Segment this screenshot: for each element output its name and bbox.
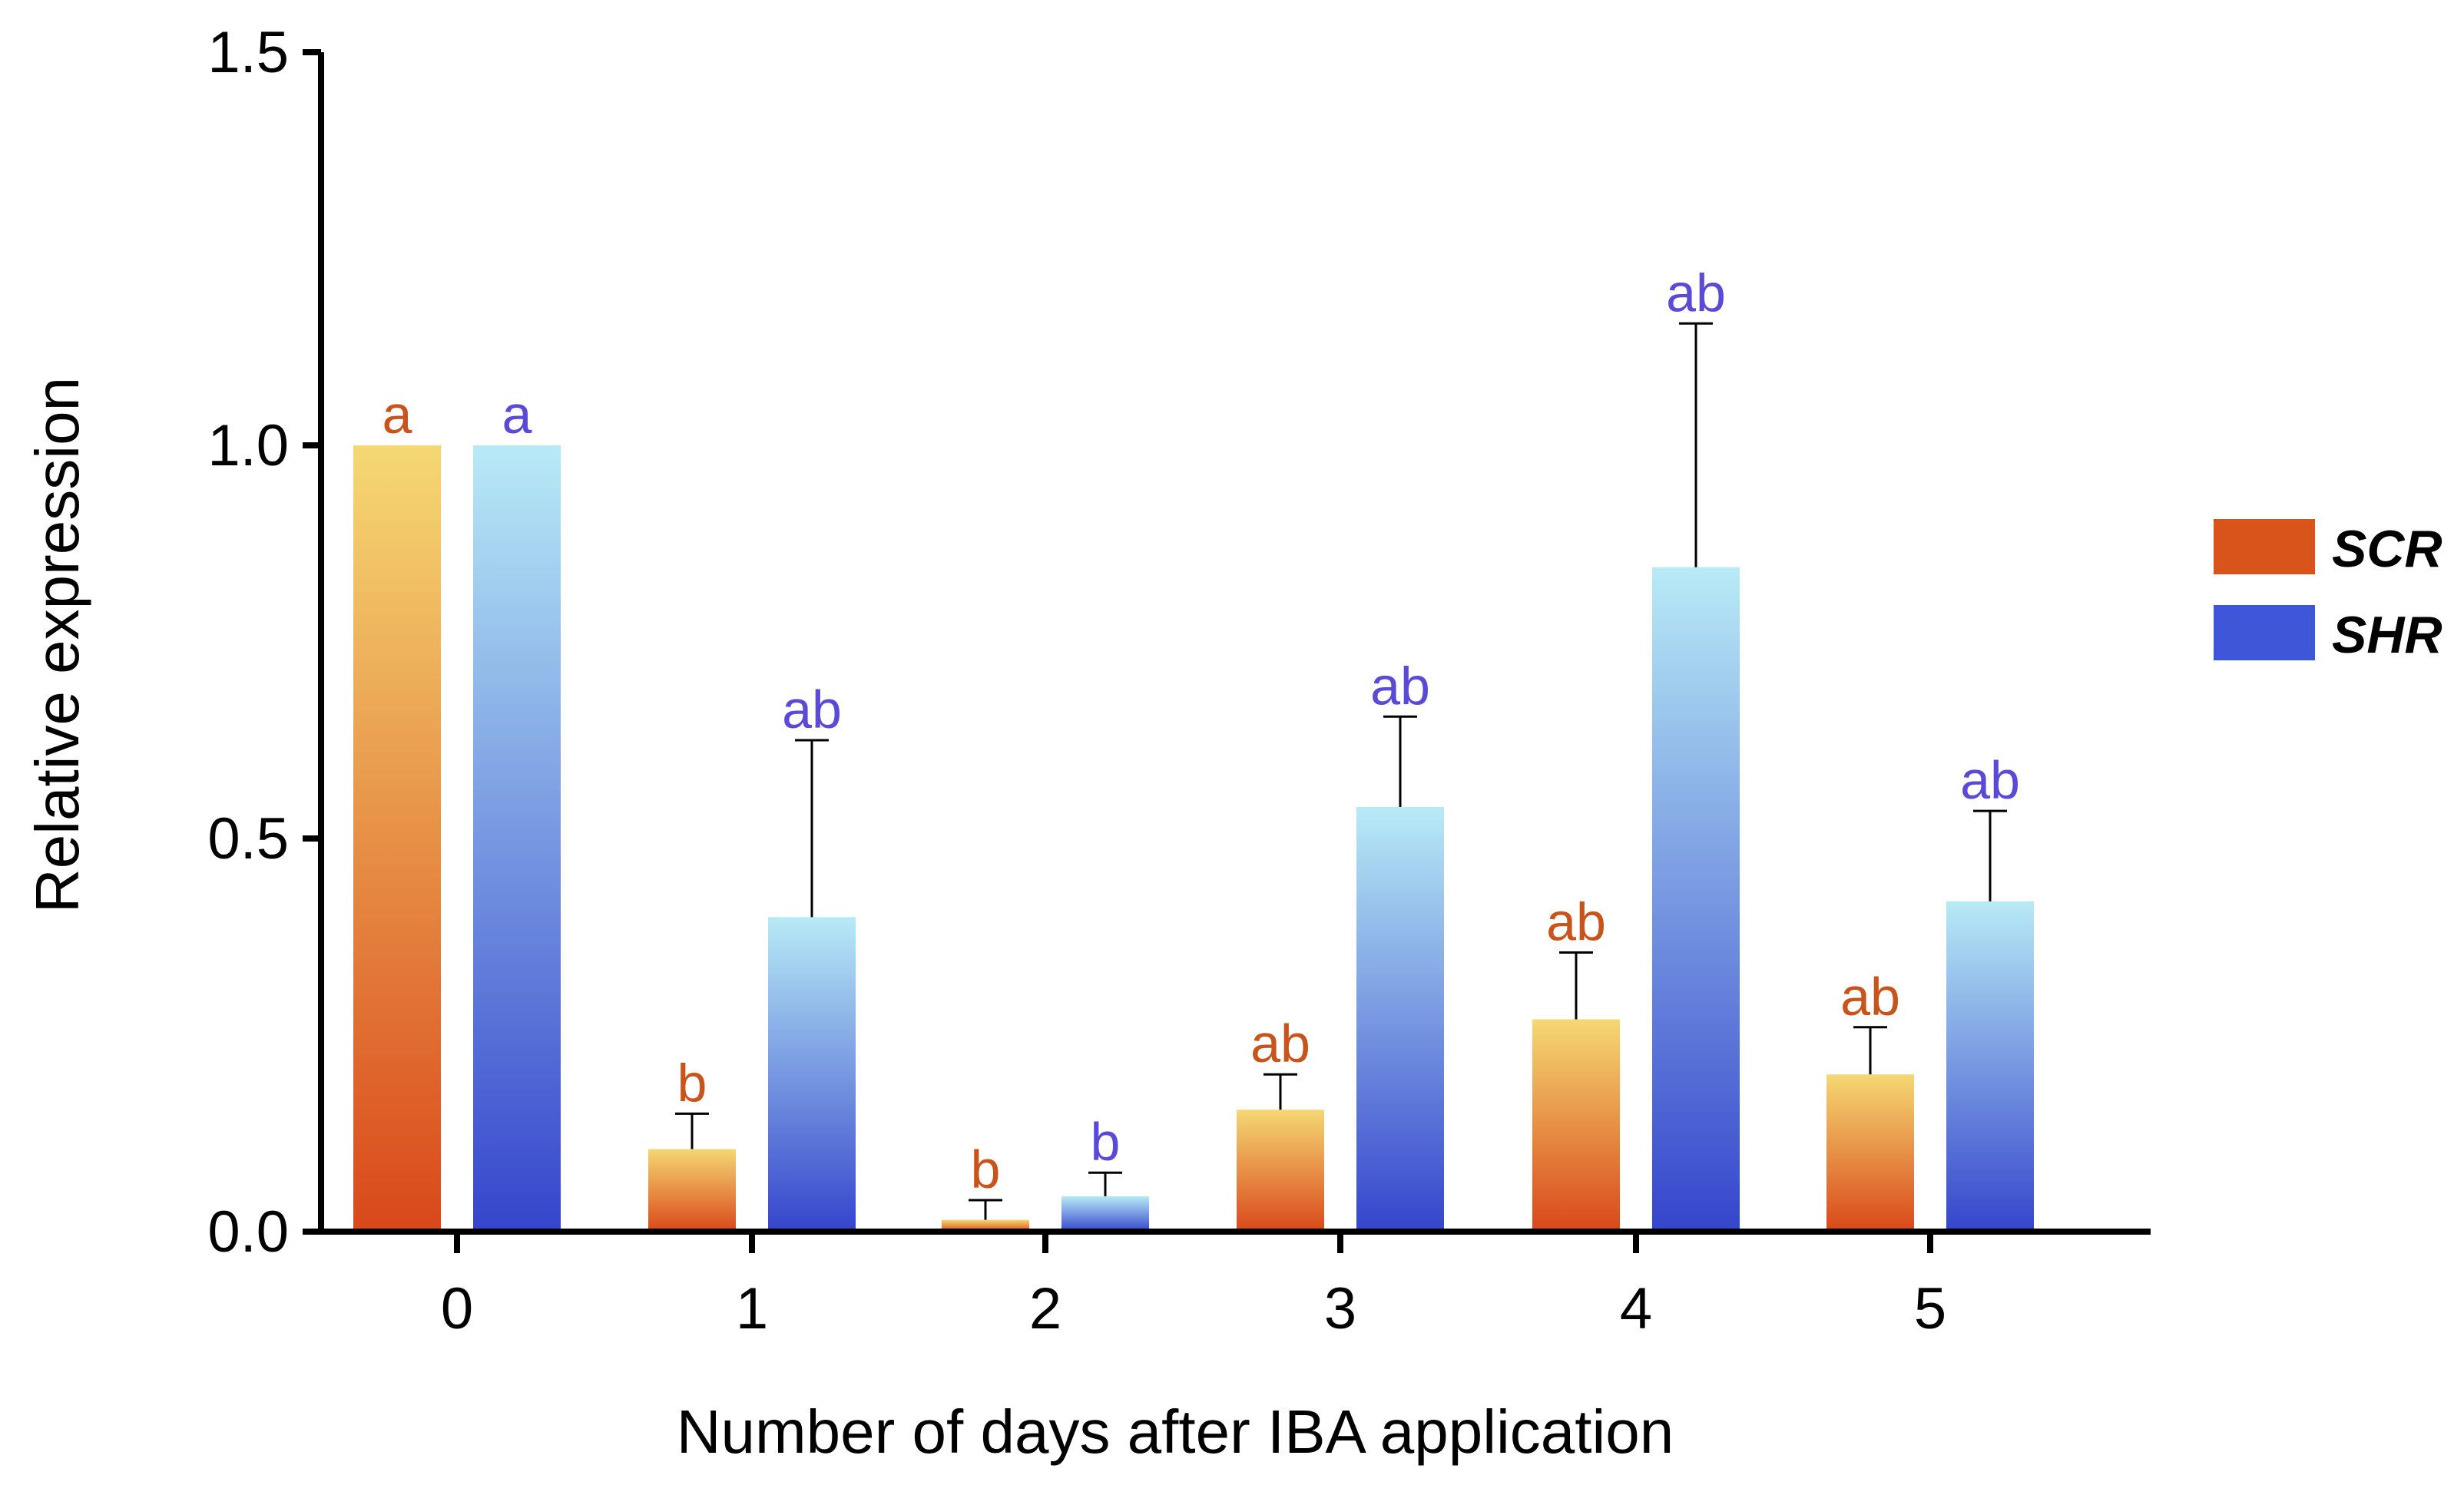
error-bars-layer: [675, 322, 2007, 1220]
x-ticks-layer: 0 1 2 3 4 5: [441, 1232, 1946, 1341]
x-tick-label: 4: [1620, 1276, 1652, 1341]
bar-shr-day-0: [473, 445, 561, 1232]
x-axis-title: Number of days after IBA application: [677, 1397, 1674, 1466]
significance-label-shr-day-2: b: [1091, 1112, 1121, 1172]
x-tick-label: 2: [1029, 1276, 1061, 1341]
bars-layer: [353, 445, 2034, 1232]
x-tick-label: 3: [1324, 1276, 1356, 1341]
bar-scr-day-4: [1532, 1019, 1620, 1232]
y-tick-label: 0.5: [207, 806, 289, 872]
significance-label-shr-day-1: ab: [782, 680, 842, 739]
x-tick-label: 5: [1914, 1276, 1946, 1341]
legend-swatch-shr: [2214, 605, 2315, 660]
legend-label-shr: SHR: [2332, 606, 2442, 664]
bar-shr-day-5: [1946, 901, 2034, 1232]
significance-label-scr-day-1: b: [677, 1053, 707, 1113]
y-axis-title: Relative expression: [23, 377, 91, 913]
bar-shr-day-1: [768, 917, 856, 1232]
bar-scr-day-5: [1826, 1074, 1914, 1232]
x-tick-label: 0: [441, 1276, 473, 1341]
significance-label-shr-day-5: ab: [1960, 750, 2020, 810]
y-tick-label: 1.5: [207, 20, 289, 85]
significance-label-shr-day-4: ab: [1666, 263, 1726, 322]
y-tick-label: 1.0: [207, 413, 289, 478]
bar-shr-day-4: [1652, 567, 1740, 1232]
significance-label-scr-day-3: ab: [1250, 1014, 1310, 1073]
legend: SCR SHR: [2214, 519, 2442, 664]
significance-label-shr-day-0: a: [502, 385, 532, 445]
bar-scr-day-1: [648, 1149, 736, 1232]
significance-label-shr-day-3: ab: [1370, 656, 1430, 716]
significance-label-scr-day-5: ab: [1840, 967, 1900, 1027]
y-ticks-layer: 0.0 0.5 1.0 1.5: [207, 20, 321, 1265]
x-tick-label: 1: [736, 1276, 768, 1341]
bar-shr-day-2: [1061, 1196, 1149, 1232]
bar-scr-day-0: [353, 445, 441, 1232]
significance-label-scr-day-4: ab: [1546, 891, 1606, 951]
significance-label-scr-day-2: b: [971, 1139, 1001, 1199]
y-tick-label: 0.0: [207, 1199, 289, 1265]
bar-scr-day-3: [1237, 1110, 1324, 1232]
significance-label-scr-day-0: a: [383, 385, 412, 445]
legend-label-scr: SCR: [2332, 520, 2442, 578]
bar-shr-day-3: [1356, 807, 1444, 1232]
legend-swatch-scr: [2214, 519, 2315, 574]
